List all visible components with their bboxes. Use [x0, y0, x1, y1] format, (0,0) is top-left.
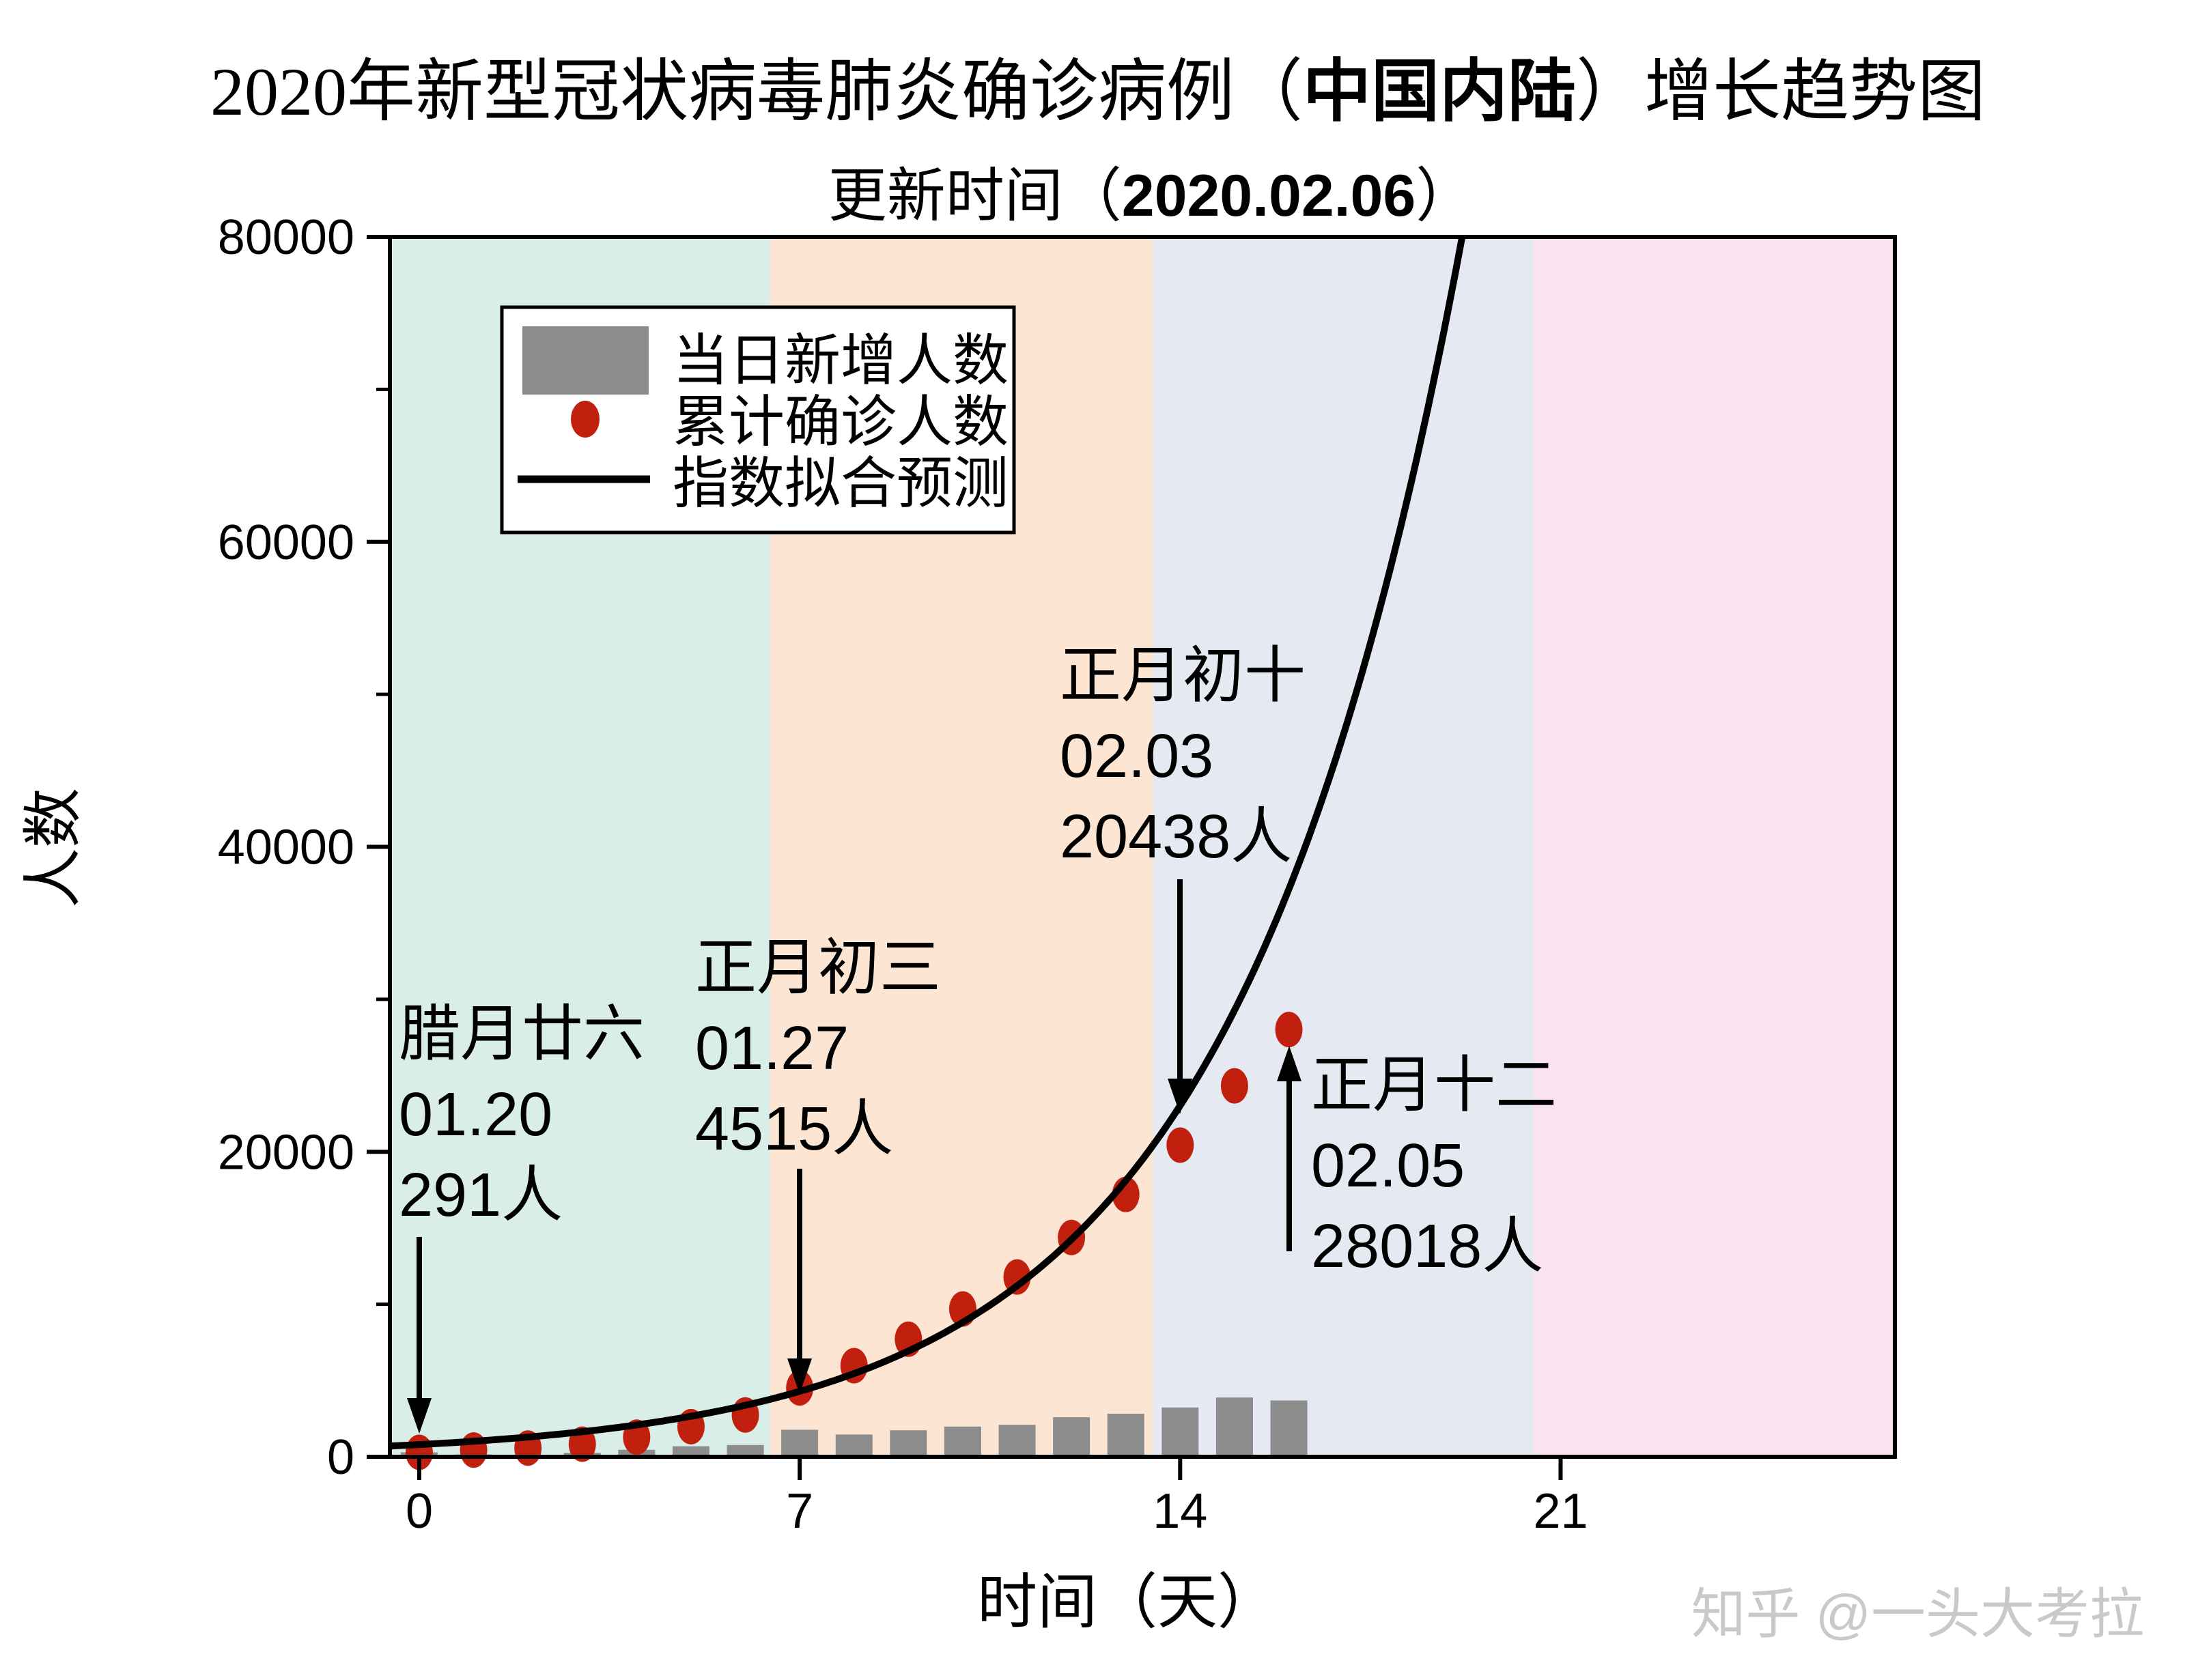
daily-new-bars-layer [400, 1397, 1308, 1457]
y-tick-label: 80000 [218, 210, 354, 265]
annotation-count: 4515人 [695, 1095, 893, 1163]
axis-tick-labels-layer: 0 7 14 21 0 20000 40000 60000 80000 [218, 210, 1588, 1539]
y-tick-label: 60000 [218, 515, 354, 570]
cumulative-dot [1220, 1068, 1248, 1104]
legend-label-fit: 指数拟合预测 [673, 453, 1009, 515]
week-band-3 [1533, 237, 1895, 1457]
daily-new-bar [890, 1430, 927, 1457]
cumulative-dot [1166, 1127, 1194, 1163]
axis-ticks-layer [367, 235, 1563, 1480]
daily-new-bar [1053, 1417, 1090, 1457]
y-tick-label: 20000 [218, 1125, 354, 1180]
annotation-date: 01.20 [399, 1081, 552, 1149]
annotation-date: 02.05 [1311, 1132, 1465, 1200]
chart-title: 2020年新型冠状病毒肺炎确诊病例（中国内陆）增长趋势图 [210, 54, 1986, 130]
x-axis-title: 时间（天） [977, 1570, 1278, 1636]
annotation-lunar-date: 正月初十 [1060, 642, 1306, 710]
annotation-date: 02.03 [1060, 722, 1213, 791]
daily-new-bar [1270, 1400, 1308, 1457]
daily-new-bar [781, 1429, 819, 1457]
y-tick-label: 0 [327, 1430, 354, 1485]
x-tick-label: 14 [1153, 1484, 1207, 1539]
legend-label-cumulative: 累计确诊人数 [673, 391, 1009, 453]
fit-curve-layer [390, 237, 1466, 1450]
daily-new-bar [672, 1446, 709, 1457]
annotation-arrow-head-icon [407, 1398, 432, 1434]
annotation-arrow-head-icon [1168, 1079, 1192, 1114]
zhihu-watermark: 知乎 @一头大考拉 [1691, 1584, 2144, 1645]
annotation-count: 291人 [399, 1161, 563, 1229]
annotation-lunar-date: 正月初三 [695, 934, 941, 1002]
annotation-count: 20438人 [1060, 803, 1292, 871]
daily-new-bar [1215, 1397, 1253, 1457]
annotation-0205: 正月十二 02.05 28018人 [1277, 1046, 1557, 1281]
x-tick-label: 7 [786, 1484, 813, 1539]
annotation-count: 28018人 [1311, 1212, 1543, 1281]
legend-bar-swatch-icon [522, 326, 649, 395]
annotation-date: 01.27 [695, 1014, 849, 1083]
annotation-arrow-head-icon [787, 1358, 812, 1394]
annotation-arrow-head-icon [1277, 1046, 1301, 1081]
fit-curve [390, 237, 1466, 1450]
daily-new-bar [835, 1434, 873, 1457]
y-axis-title: 人数 [21, 788, 87, 908]
annotation-lunar-date: 腊月廿六 [399, 1000, 645, 1068]
annotation-0120: 腊月廿六 01.20 291人 [399, 1000, 645, 1434]
x-tick-label: 0 [406, 1484, 433, 1539]
daily-new-bar [1107, 1413, 1144, 1457]
chart-subtitle: 更新时间（2020.02.06） [828, 163, 1474, 229]
daily-new-bar [727, 1444, 764, 1457]
legend-label-daily-new: 当日新增人数 [673, 330, 1009, 392]
cumulative-dot [1003, 1259, 1031, 1295]
cumulative-dot [1275, 1012, 1303, 1048]
annotation-0203: 正月初十 02.03 20438人 [1060, 642, 1306, 1114]
daily-new-bar [998, 1425, 1036, 1457]
legend: 当日新增人数 累计确诊人数 指数拟合预测 [500, 305, 1016, 535]
annotation-0127: 正月初三 01.27 4515人 [695, 934, 941, 1394]
daily-new-bar [1162, 1407, 1199, 1457]
x-tick-label: 21 [1533, 1484, 1588, 1539]
week-band-2 [1153, 237, 1534, 1457]
daily-new-bar [944, 1426, 981, 1457]
y-tick-label: 40000 [218, 821, 354, 875]
annotation-lunar-date: 正月十二 [1311, 1051, 1557, 1120]
legend-dot-icon [571, 401, 600, 438]
